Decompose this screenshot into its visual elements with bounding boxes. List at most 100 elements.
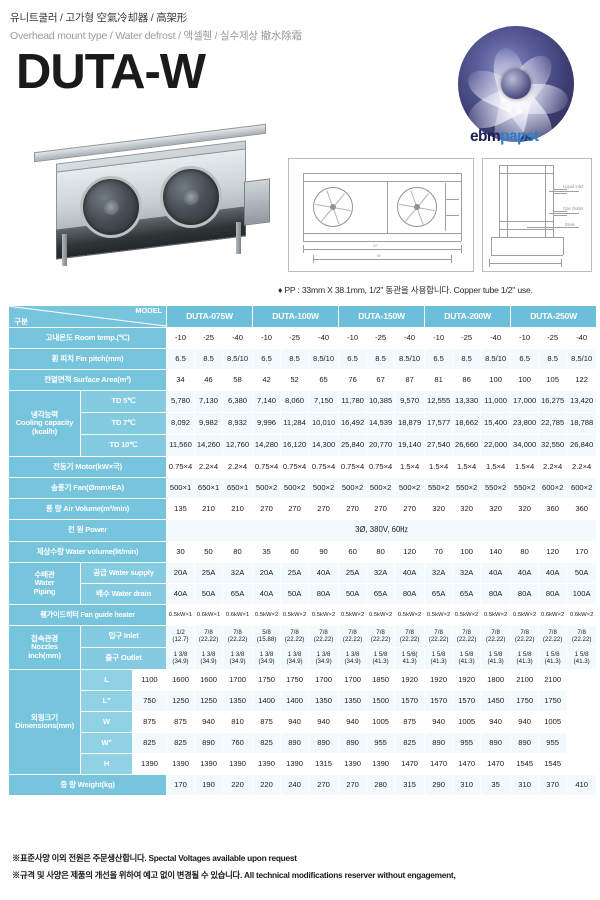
cell: 100: [452, 541, 482, 563]
cell: 1800: [480, 669, 512, 691]
cell: -10: [166, 327, 196, 349]
cell: 1570: [424, 690, 454, 712]
cell: 1570: [394, 690, 426, 712]
cell: 875: [252, 711, 282, 733]
cell: 500×2: [338, 477, 368, 499]
cell: 65A: [366, 583, 396, 605]
cell: 20A: [166, 562, 196, 584]
cell: 8.5: [366, 348, 396, 370]
model-header-250w: DUTA-250W: [510, 305, 598, 328]
cell: 0.75×4: [338, 456, 368, 478]
cell: 825: [131, 732, 168, 754]
cell: 26,840: [566, 434, 598, 457]
cell: 17,577: [424, 412, 454, 435]
cell: 1545: [510, 753, 540, 775]
cell: -40: [308, 327, 340, 349]
cell: 1390: [194, 753, 224, 775]
cell: 550×2: [480, 477, 512, 499]
cell: 80A: [538, 583, 568, 605]
cell: 23,800: [510, 412, 540, 435]
cell: 600×2: [566, 477, 598, 499]
cell: 7/8 (22.22): [452, 625, 482, 648]
cell: 270: [280, 498, 310, 520]
cell: 22,785: [538, 412, 568, 435]
cell: 220: [252, 774, 282, 796]
cell: 1390: [222, 753, 254, 775]
cell: 890: [424, 732, 454, 754]
cell: 1 5/8(41.3): [538, 647, 568, 670]
cell: 1315: [308, 753, 340, 775]
cell: 52: [280, 369, 310, 391]
header: 유니트쿨러 / 고가형 空氣冷却器 / 高架形 Overhead mount t…: [10, 10, 440, 43]
cell: 875: [166, 711, 196, 733]
cell: 7/8 (22.22): [480, 625, 512, 648]
row-label-surface-area: 전열면적 Surface Area(m²): [7, 369, 168, 391]
table-header-row: MODEL 구분 DUTA-075W DUTA-100W DUTA-150W D…: [7, 305, 598, 328]
cell: 270: [366, 498, 396, 520]
cell: 60: [280, 541, 310, 563]
cell: 8,060: [280, 390, 310, 413]
pp-note: ♦ PP : 33mm X 38.1mm, 1/2" 동관을 사용합니다. Co…: [278, 285, 533, 295]
model-header-100w: DUTA-100W: [252, 305, 340, 328]
drawing-label-liquid-inlet: Liquid Inlet: [563, 184, 584, 189]
cell: 0.5kW×2: [308, 604, 340, 626]
cell: 12,555: [424, 390, 454, 413]
cell: 6.5: [252, 348, 282, 370]
cell: 60: [338, 541, 368, 563]
cell: 1 3/8 (34.9): [194, 647, 224, 670]
cell: 40A: [394, 562, 426, 584]
cell: 1 5/8(41.3): [366, 647, 396, 670]
table-row-cooling-td7: TD 7℃ 8,092 9,982 8,932 9,996 11,284 10,…: [9, 412, 598, 435]
cell: 1.5×4: [510, 456, 540, 478]
cell: 500×2: [252, 477, 282, 499]
cell: 940: [308, 711, 340, 733]
cell: 270: [338, 774, 368, 796]
cell: 2.2×4: [538, 456, 568, 478]
cell: -10: [424, 327, 454, 349]
model-header-150w: DUTA-150W: [338, 305, 426, 328]
cell: 650×1: [194, 477, 224, 499]
cell: 1470: [424, 753, 454, 775]
cell: 1390: [338, 753, 368, 775]
cell: 210: [194, 498, 224, 520]
cell: 1750: [510, 690, 540, 712]
cell: 7/8 (22.22): [280, 625, 310, 648]
row-label-motor: 전동기 Motor(kW×극): [7, 456, 168, 478]
cell: 2.2×4: [566, 456, 598, 478]
nozzles-label-l1: 접속관경: [30, 633, 59, 643]
drawing-fan-right-icon: [397, 187, 437, 227]
cell: 1750: [252, 669, 282, 691]
cooling-label-l3: (kcal/h): [32, 426, 57, 436]
cell: 1400: [280, 690, 310, 712]
cell: 7/8 (22.22): [538, 625, 568, 648]
cell: 76: [338, 369, 368, 391]
cell: -25: [366, 327, 396, 349]
cell: 1600: [166, 669, 196, 691]
cell: 1 5/8(41.3): [510, 647, 540, 670]
cell: 500×2: [394, 477, 426, 499]
cell: 170: [166, 774, 196, 796]
cell: 100A: [566, 583, 598, 605]
cell: 80A: [308, 583, 340, 605]
sub-label-dim-w: W: [80, 711, 133, 733]
cell: 940: [194, 711, 224, 733]
cooling-label-l2: Cooling capacity: [15, 418, 74, 428]
cell: 360: [538, 498, 568, 520]
cell: 14,539: [366, 412, 396, 435]
cell: 0.75×4: [166, 456, 196, 478]
cell: 80: [222, 541, 254, 563]
cell: 120: [538, 541, 568, 563]
cell: 1250: [194, 690, 224, 712]
cell: 10,385: [366, 390, 396, 413]
footer-notes: ※표준사양 이외 전원은 주문생산합니다. Spectal Voltages a…: [12, 852, 592, 886]
table-row-air-volume: 풍 량 Air Volume(m³/min) 135 210 210 270 2…: [7, 498, 598, 520]
cell: 80: [366, 541, 396, 563]
cell: 500×1: [166, 477, 196, 499]
cell: 1 5/8(41.3): [566, 647, 598, 670]
cell: 890: [480, 732, 512, 754]
cell: 120: [394, 541, 426, 563]
cell: 6,380: [222, 390, 254, 413]
cell: 0.6kW×1: [222, 604, 254, 626]
cell: 1700: [308, 669, 340, 691]
